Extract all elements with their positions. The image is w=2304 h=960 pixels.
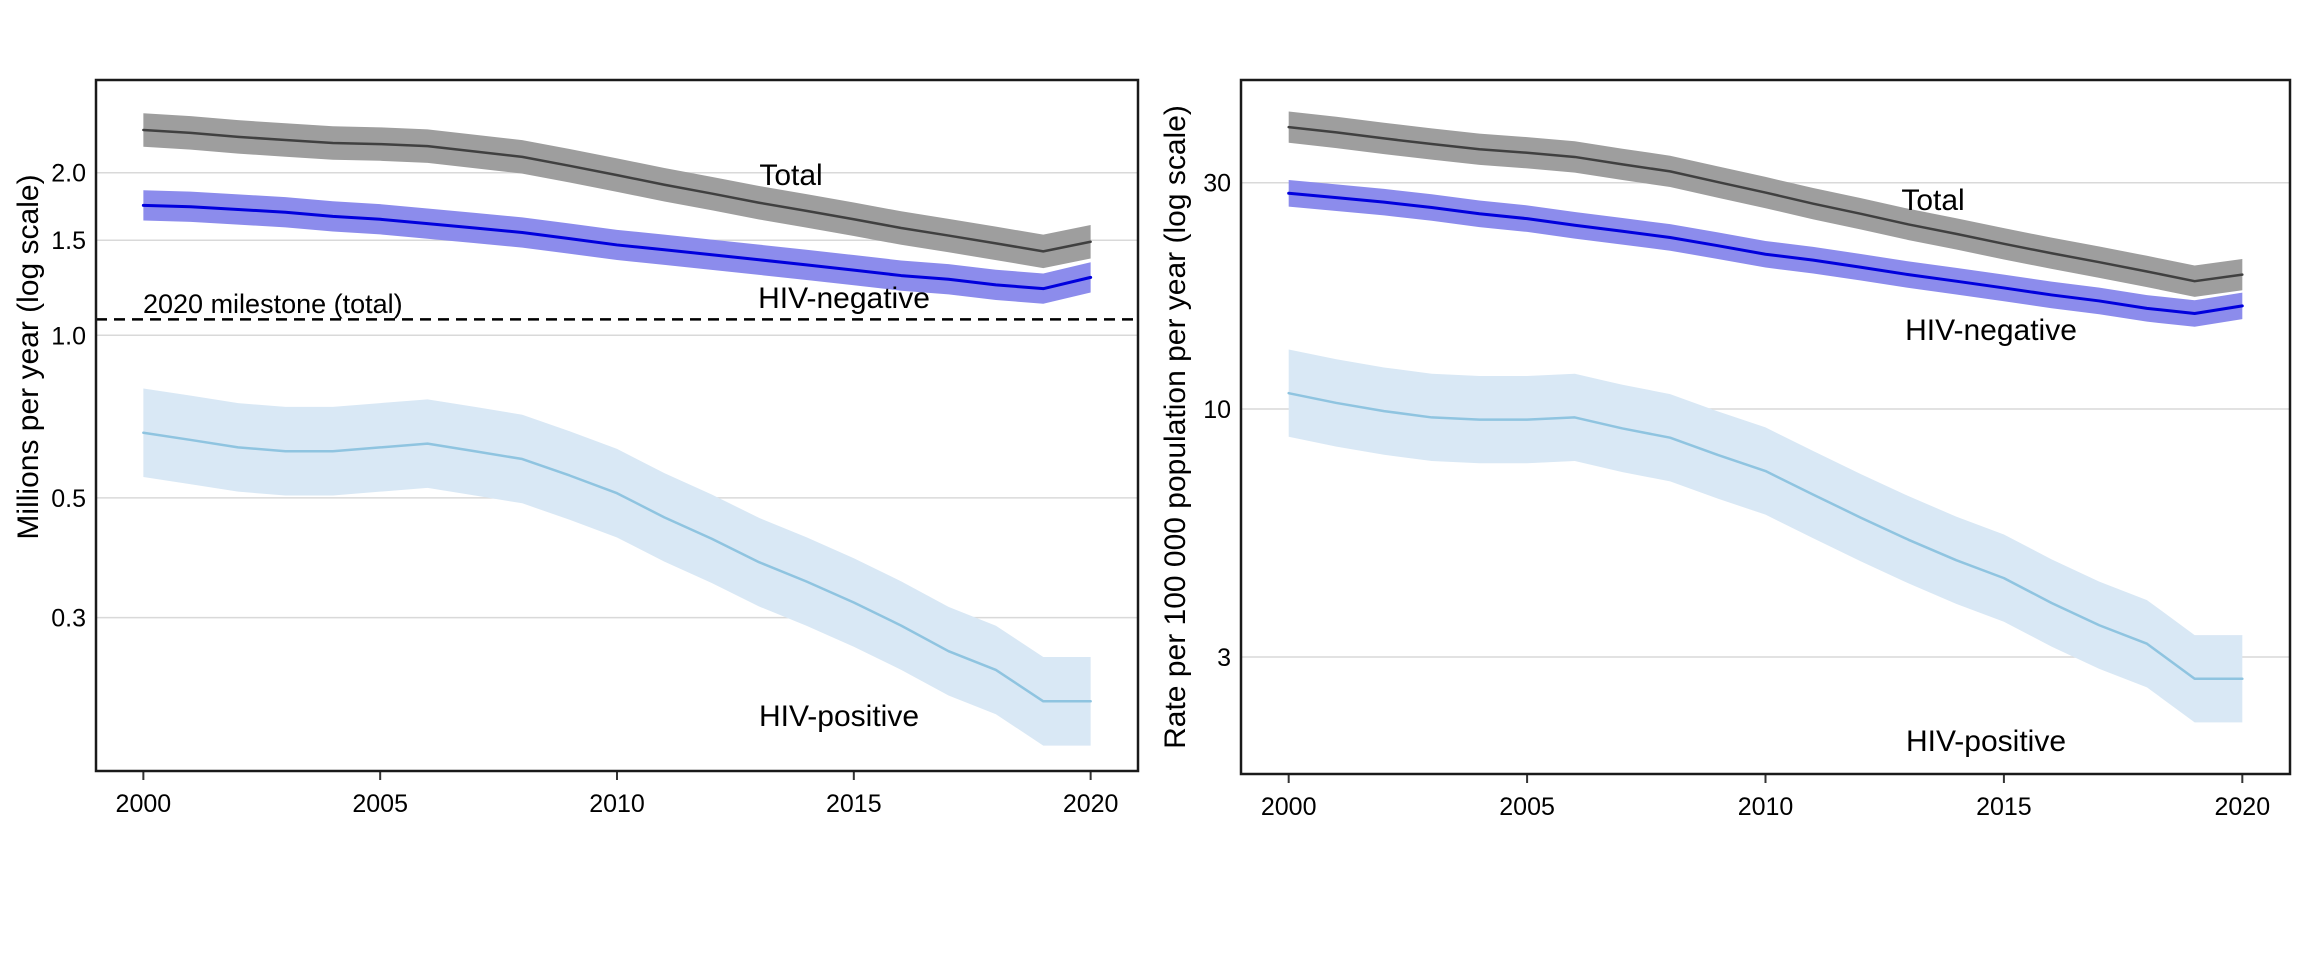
y-axis-title-left: Millions per year (log scale) <box>12 174 45 539</box>
y-tick-label: 10 <box>1203 396 1231 424</box>
series-band-total <box>1288 111 2243 297</box>
chart-generated-right: 2000 2005 2010 2015 2020 30 10 3 <box>1203 111 2290 821</box>
series-line-hiv-negative <box>1287 191 2244 316</box>
y-tick-label: 0.3 <box>51 605 86 633</box>
series-label-hiv-positive-left: HIV-positive <box>759 700 919 733</box>
series-label-hiv-negative-left: HIV-negative <box>758 282 930 315</box>
y-tick-label: 1.0 <box>51 322 86 350</box>
series-line-hiv-positive <box>1287 391 2244 680</box>
x-tick-label: 2015 <box>826 790 882 818</box>
series-label-hiv-negative-right: HIV-negative <box>1905 314 2077 347</box>
panel-border-right <box>1239 78 2292 776</box>
chart-panel-right: 2000 2005 2010 2015 2020 30 10 3 Rate per 100 0… <box>1159 78 2292 821</box>
x-tick-label: 2010 <box>1738 793 1794 821</box>
y-tick-label: 30 <box>1203 170 1231 198</box>
x-tick-label: 2000 <box>1261 793 1317 821</box>
series-label-total-left: Total <box>759 159 822 192</box>
series-label-hiv-positive-right: HIV-positive <box>1906 725 2066 758</box>
series-line-total <box>142 128 1092 253</box>
x-tick-label: 2005 <box>352 790 408 818</box>
y-tick-label: 1.5 <box>51 227 86 255</box>
panel-border-left <box>94 78 1140 773</box>
y-tick-label: 0.5 <box>51 485 86 513</box>
chart-generated-left: 2000 2005 2010 2015 2020 2.0 1.5 1.0 0.5 0.3 <box>51 113 1138 818</box>
x-tick-label: 2010 <box>589 790 645 818</box>
milestone-label: 2020 milestone (total) <box>143 289 403 319</box>
series-line-hiv-positive <box>142 431 1092 703</box>
x-tick-label: 2020 <box>2215 793 2271 821</box>
series-band-hiv-positive <box>1288 349 2243 723</box>
series-band-total <box>143 113 1091 269</box>
series-line-total <box>1287 125 2244 283</box>
chart-panel-left: 2000 2005 2010 2015 2020 2.0 1.5 1.0 0.5 0.3 Mill… <box>12 78 1140 818</box>
series-line-hiv-negative <box>141 203 1093 291</box>
series-band-hiv-positive <box>143 388 1091 746</box>
y-axis-title-right: Rate per 100 000 population per year (lo… <box>1159 105 1192 749</box>
x-tick-label: 2015 <box>1976 793 2032 821</box>
x-tick-label: 2000 <box>116 790 172 818</box>
y-tick-label: 3 <box>1217 644 1231 672</box>
y-tick-label: 2.0 <box>51 160 86 188</box>
x-tick-label: 2005 <box>1499 793 1555 821</box>
x-tick-label: 2020 <box>1063 790 1119 818</box>
series-label-total-right: Total <box>1901 184 1964 217</box>
